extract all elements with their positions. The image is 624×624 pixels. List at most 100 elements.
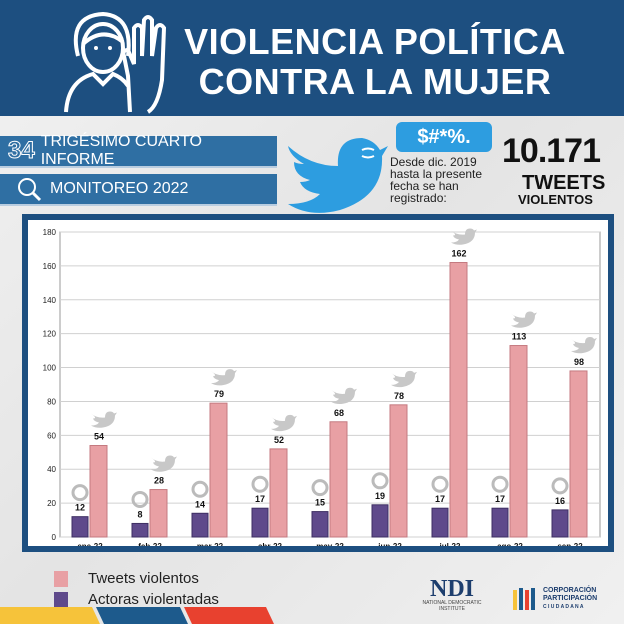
bar-actoras bbox=[131, 522, 149, 538]
actora-icon bbox=[131, 490, 149, 508]
legend-label: Actoras violentadas bbox=[88, 591, 219, 608]
bar-tweets bbox=[209, 402, 228, 538]
x-tick-label: ene-22 bbox=[77, 542, 103, 546]
twitter-icon bbox=[451, 228, 477, 245]
bar-actoras bbox=[551, 509, 569, 538]
x-tick-label: ago-22 bbox=[497, 542, 523, 546]
value-label-actoras: 17 bbox=[255, 494, 265, 504]
bar-actoras bbox=[371, 504, 389, 538]
since-text: Desde dic. 2019 hasta la presente fecha … bbox=[390, 155, 483, 205]
x-tick-label: jul-22 bbox=[439, 542, 461, 546]
value-label-tweets: 78 bbox=[394, 391, 404, 401]
twitter-icon bbox=[211, 369, 237, 386]
twitter-icon bbox=[391, 370, 417, 388]
x-tick-label: sep-22 bbox=[557, 542, 583, 546]
value-label-actoras: 15 bbox=[315, 498, 325, 508]
bar-actoras bbox=[251, 507, 269, 538]
bar-tweets bbox=[509, 345, 528, 538]
twitter-icon bbox=[271, 414, 297, 432]
bar-actoras bbox=[431, 507, 449, 538]
tweets-label: TWEETS bbox=[522, 172, 606, 194]
value-label-tweets: 113 bbox=[512, 332, 527, 342]
woman-stop-hand-icon bbox=[64, 11, 167, 114]
value-label-tweets: 28 bbox=[154, 476, 164, 486]
header: VIOLENCIA POLÍTICA CONTRA LA MUJER bbox=[0, 0, 624, 116]
swear-bubble: $#*%. bbox=[396, 122, 492, 152]
value-label-actoras: 14 bbox=[195, 499, 205, 509]
cpc-line-1: CORPORACIÓN bbox=[543, 587, 597, 594]
bar-tweets bbox=[89, 445, 108, 538]
monitoring-label: MONITOREO 2022 bbox=[50, 180, 189, 197]
cpc-logo: CORPORACIÓN PARTICIPACIÓN C I U D A D A … bbox=[512, 586, 597, 612]
x-tick-label: jun-22 bbox=[377, 542, 402, 546]
bar-tweets bbox=[329, 421, 348, 538]
violentos-label: VIOLENTOS bbox=[518, 192, 593, 207]
bar-tweets bbox=[449, 262, 468, 538]
monitoring-band: MONITOREO 2022 bbox=[0, 174, 277, 206]
y-tick-label: 40 bbox=[47, 465, 56, 474]
legend-item-tweets: Tweets violentos bbox=[54, 568, 219, 589]
bar-actoras bbox=[491, 507, 509, 538]
x-tick-label: feb-22 bbox=[138, 542, 162, 546]
title-line-2: CONTRA LA MUJER bbox=[198, 61, 552, 102]
actora-icon bbox=[371, 472, 389, 490]
y-tick-label: 120 bbox=[43, 330, 57, 339]
value-label-actoras: 8 bbox=[137, 509, 142, 519]
bar-tweets bbox=[389, 404, 408, 538]
ndi-logo-text: NDI bbox=[429, 576, 474, 602]
y-tick-label: 20 bbox=[47, 499, 56, 508]
bar-actoras bbox=[71, 516, 89, 538]
twitter-icon bbox=[511, 311, 537, 328]
report-number: 34 bbox=[8, 137, 36, 165]
twitter-icon bbox=[331, 387, 357, 405]
value-label-tweets: 54 bbox=[94, 432, 104, 442]
color-stripes bbox=[0, 607, 274, 624]
ndi-subtitle: NATIONAL DEMOCRATIC INSTITUTE bbox=[422, 600, 482, 612]
actora-icon bbox=[311, 479, 329, 497]
ndi-logo: NDI NATIONAL DEMOCRATIC INSTITUTE bbox=[422, 576, 482, 612]
actora-icon bbox=[551, 477, 569, 495]
report-label: TRIGÉSIMO CUARTO INFORME bbox=[40, 133, 202, 168]
bar-tweets bbox=[269, 448, 288, 538]
search-icon bbox=[18, 178, 42, 202]
value-label-tweets: 68 bbox=[334, 408, 344, 418]
y-tick-label: 180 bbox=[43, 228, 57, 237]
value-label-tweets: 162 bbox=[451, 249, 466, 259]
actora-icon bbox=[71, 484, 89, 502]
cpc-line-2: PARTICIPACIÓN bbox=[543, 595, 598, 602]
legend: Tweets violentos Actoras violentadas bbox=[54, 568, 219, 610]
twitter-icon bbox=[571, 336, 597, 354]
value-label-actoras: 16 bbox=[555, 496, 565, 506]
value-label-actoras: 17 bbox=[495, 494, 505, 504]
actora-icon bbox=[491, 475, 509, 493]
cpc-line-3: C I U D A D A N A bbox=[543, 604, 584, 610]
twitter-icon bbox=[151, 455, 177, 472]
x-tick-label: mar-22 bbox=[197, 542, 224, 546]
bar-chart: 0 20 40 60 80 100 120 140 160 180 12 54 ene-22 8 28 feb… bbox=[28, 220, 608, 546]
value-label-actoras: 17 bbox=[435, 494, 445, 504]
actora-icon bbox=[251, 475, 269, 493]
chart-frame: 0 20 40 60 80 100 120 140 160 180 12 54 ene-22 8 28 feb… bbox=[22, 214, 614, 552]
twitter-icon bbox=[91, 411, 117, 428]
value-label-tweets: 52 bbox=[274, 435, 284, 445]
y-tick-label: 0 bbox=[52, 533, 57, 542]
value-label-actoras: 12 bbox=[75, 503, 85, 513]
bar-tweets bbox=[149, 489, 168, 538]
report-band: 34 TRIGÉSIMO CUARTO INFORME bbox=[0, 133, 277, 168]
tweets-swatch bbox=[54, 570, 68, 587]
bar-actoras bbox=[191, 512, 209, 538]
value-label-tweets: 98 bbox=[574, 357, 584, 367]
bar-tweets bbox=[569, 370, 588, 538]
y-tick-label: 140 bbox=[43, 296, 57, 305]
actoras-swatch bbox=[54, 591, 68, 608]
twitter-bird-icon bbox=[288, 138, 388, 213]
y-tick-label: 100 bbox=[43, 364, 57, 373]
value-label-actoras: 19 bbox=[375, 491, 385, 501]
y-tick-label: 60 bbox=[47, 431, 56, 440]
legend-item-actoras: Actoras violentadas bbox=[54, 589, 219, 610]
x-tick-label: may-22 bbox=[316, 542, 344, 546]
x-tick-label: abr-22 bbox=[258, 542, 283, 546]
legend-label: Tweets violentos bbox=[88, 570, 199, 587]
cpc-people-icon bbox=[513, 588, 535, 610]
total-tweets: 10.171 bbox=[502, 132, 601, 170]
